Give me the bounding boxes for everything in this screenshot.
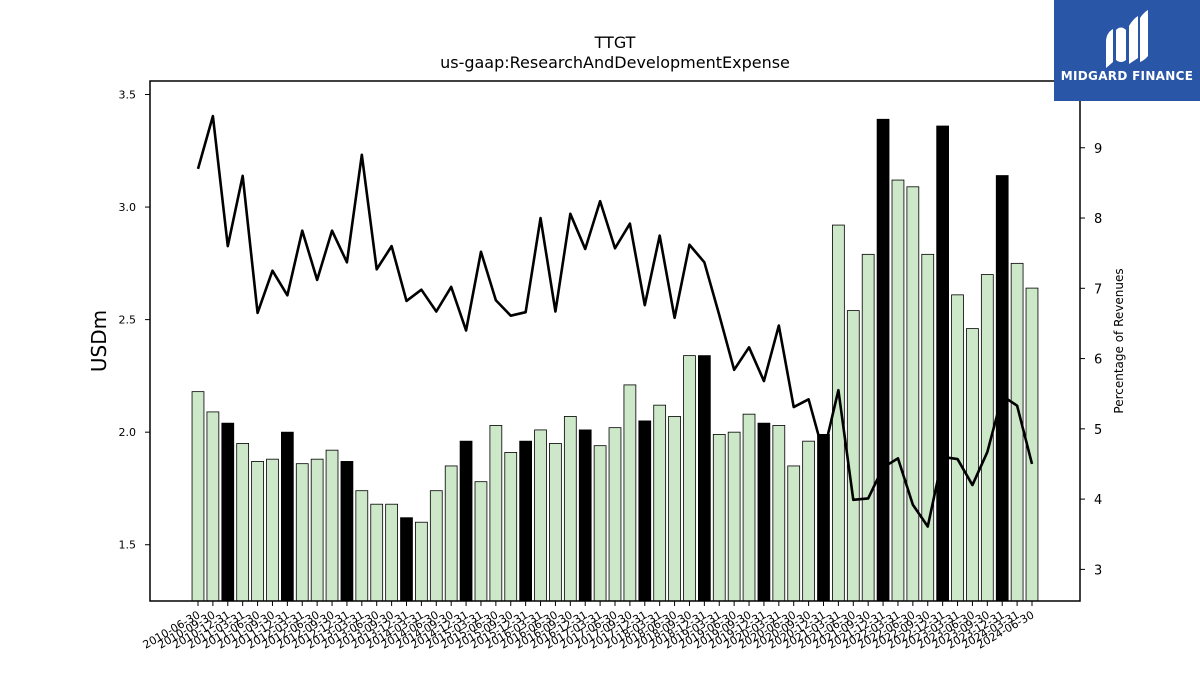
bar (757, 422, 771, 602)
bar (698, 355, 711, 602)
y2-tick-label: 7 (1094, 282, 1102, 297)
bar (668, 416, 681, 602)
bar (221, 422, 235, 602)
bar (861, 253, 875, 602)
bar (549, 443, 562, 602)
bar (534, 429, 547, 602)
y2-tick-label: 6 (1094, 353, 1102, 368)
bar (653, 404, 667, 602)
bar (846, 310, 860, 602)
bar (578, 429, 592, 602)
bar (936, 125, 950, 602)
watermark-background (1054, 0, 1200, 101)
bar (295, 463, 309, 602)
bar (519, 440, 533, 602)
bar (802, 440, 815, 602)
bar (206, 411, 220, 602)
y2-tick-label: 5 (1094, 423, 1102, 438)
bar (995, 175, 1009, 602)
bar (191, 391, 205, 602)
y-axis-label: USDm (87, 310, 111, 372)
bar (415, 521, 428, 602)
y-tick-label: 1.5 (119, 539, 137, 552)
bar (712, 434, 726, 602)
bar (385, 503, 398, 602)
y2-axis-label: Percentage of Revenues (1112, 268, 1126, 413)
bar (459, 440, 473, 602)
bar (787, 465, 801, 602)
bar (623, 384, 637, 602)
bar (772, 425, 786, 602)
bar (266, 458, 279, 602)
watermark-logo: MIDGARD FINANCE (1054, 0, 1200, 101)
bar (310, 458, 324, 602)
bar (340, 461, 354, 602)
bar (236, 443, 250, 602)
bar (1010, 262, 1024, 602)
bar (444, 465, 458, 602)
line-layer (196, 114, 1034, 528)
bar (906, 186, 920, 602)
bar (593, 445, 607, 602)
bar (966, 328, 979, 602)
bar (489, 425, 503, 602)
bar (474, 481, 488, 602)
bar (325, 449, 339, 602)
bars-layer (191, 118, 1039, 602)
bar (683, 355, 696, 602)
bar (370, 503, 384, 602)
midgard-logo-icon (1106, 10, 1148, 68)
bar (400, 517, 413, 602)
y-tick-label: 3.0 (119, 201, 137, 214)
bar (429, 490, 443, 602)
chart-title: TTGT (594, 33, 636, 52)
y2-tick-label: 8 (1094, 212, 1102, 227)
bar (608, 427, 622, 602)
bar (742, 413, 756, 602)
x-axis: 2010-06-302010-09-302010-12-312011-03-31… (141, 601, 1037, 652)
bar (727, 431, 741, 602)
y-tick-label: 3.5 (119, 89, 137, 102)
bar (355, 490, 369, 602)
bar (876, 118, 890, 602)
y-tick-label: 2.0 (119, 426, 137, 439)
chart-subtitle: us-gaap:ResearchAndDevelopmentExpense (440, 53, 790, 72)
bar (951, 294, 964, 602)
bar (280, 431, 294, 602)
bar (891, 179, 905, 602)
bar (921, 253, 935, 602)
y-axis-left: 1.5 2.0 2.5 3.0 3.5 (119, 89, 150, 552)
bar (251, 461, 264, 602)
y-tick-label: 2.5 (119, 314, 137, 327)
watermark-brand-text: MIDGARD FINANCE (1061, 69, 1193, 83)
y2-tick-label: 4 (1094, 493, 1102, 508)
bar (638, 420, 652, 602)
bar (504, 452, 518, 602)
bar (817, 434, 830, 602)
y2-tick-label: 3 (1094, 563, 1102, 578)
series-line (196, 114, 1034, 528)
y2-tick-label: 9 (1094, 142, 1102, 157)
bar (563, 416, 577, 602)
y-axis-right: 3 4 5 6 7 8 9 (1080, 142, 1102, 578)
